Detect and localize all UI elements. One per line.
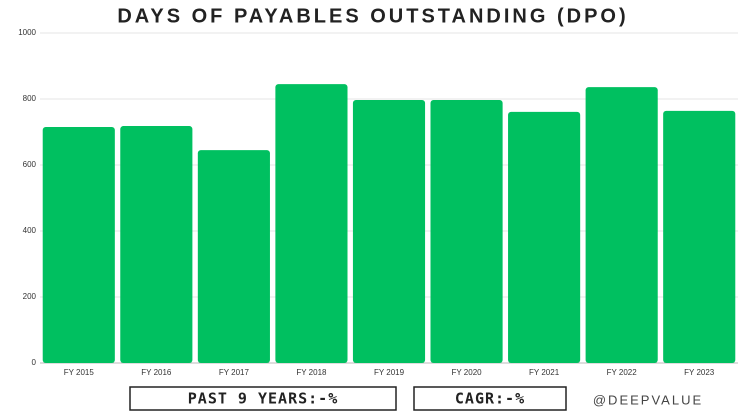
bar [197, 150, 270, 363]
y-tick-label: 400 [23, 226, 37, 235]
bar [508, 111, 581, 364]
watermark: @DEEPVALUE [593, 392, 703, 407]
y-tick-label: 0 [32, 358, 37, 367]
x-tick-label: FY 2023 [684, 368, 715, 377]
x-tick-label: FY 2019 [374, 368, 405, 377]
y-tick-label: 600 [23, 160, 37, 169]
y-tick-label: 1000 [18, 28, 36, 37]
annotation-box [129, 386, 397, 411]
y-tick-label: 800 [23, 94, 37, 103]
bar [275, 84, 348, 364]
x-tick-label: FY 2017 [219, 368, 250, 377]
bar [120, 126, 193, 363]
annotation-box [413, 386, 567, 411]
x-tick-label: FY 2018 [296, 368, 327, 377]
y-tick-label: 200 [23, 292, 37, 301]
x-tick-label: FY 2021 [529, 368, 560, 377]
bar [352, 99, 426, 364]
x-tick-label: FY 2016 [141, 368, 172, 377]
bar [430, 99, 503, 364]
chart-title: DAYS OF PAYABLES OUTSTANDING (DPO) [117, 5, 628, 27]
bar [663, 110, 736, 363]
bar [585, 87, 658, 364]
x-tick-label: FY 2022 [607, 368, 638, 377]
annotation: PAST 9 YEARS:-% [188, 390, 338, 408]
bar [42, 127, 115, 363]
x-tick-label: FY 2015 [64, 368, 95, 377]
annotation: CAGR:-% [455, 390, 525, 408]
x-tick-label: FY 2020 [452, 368, 483, 377]
